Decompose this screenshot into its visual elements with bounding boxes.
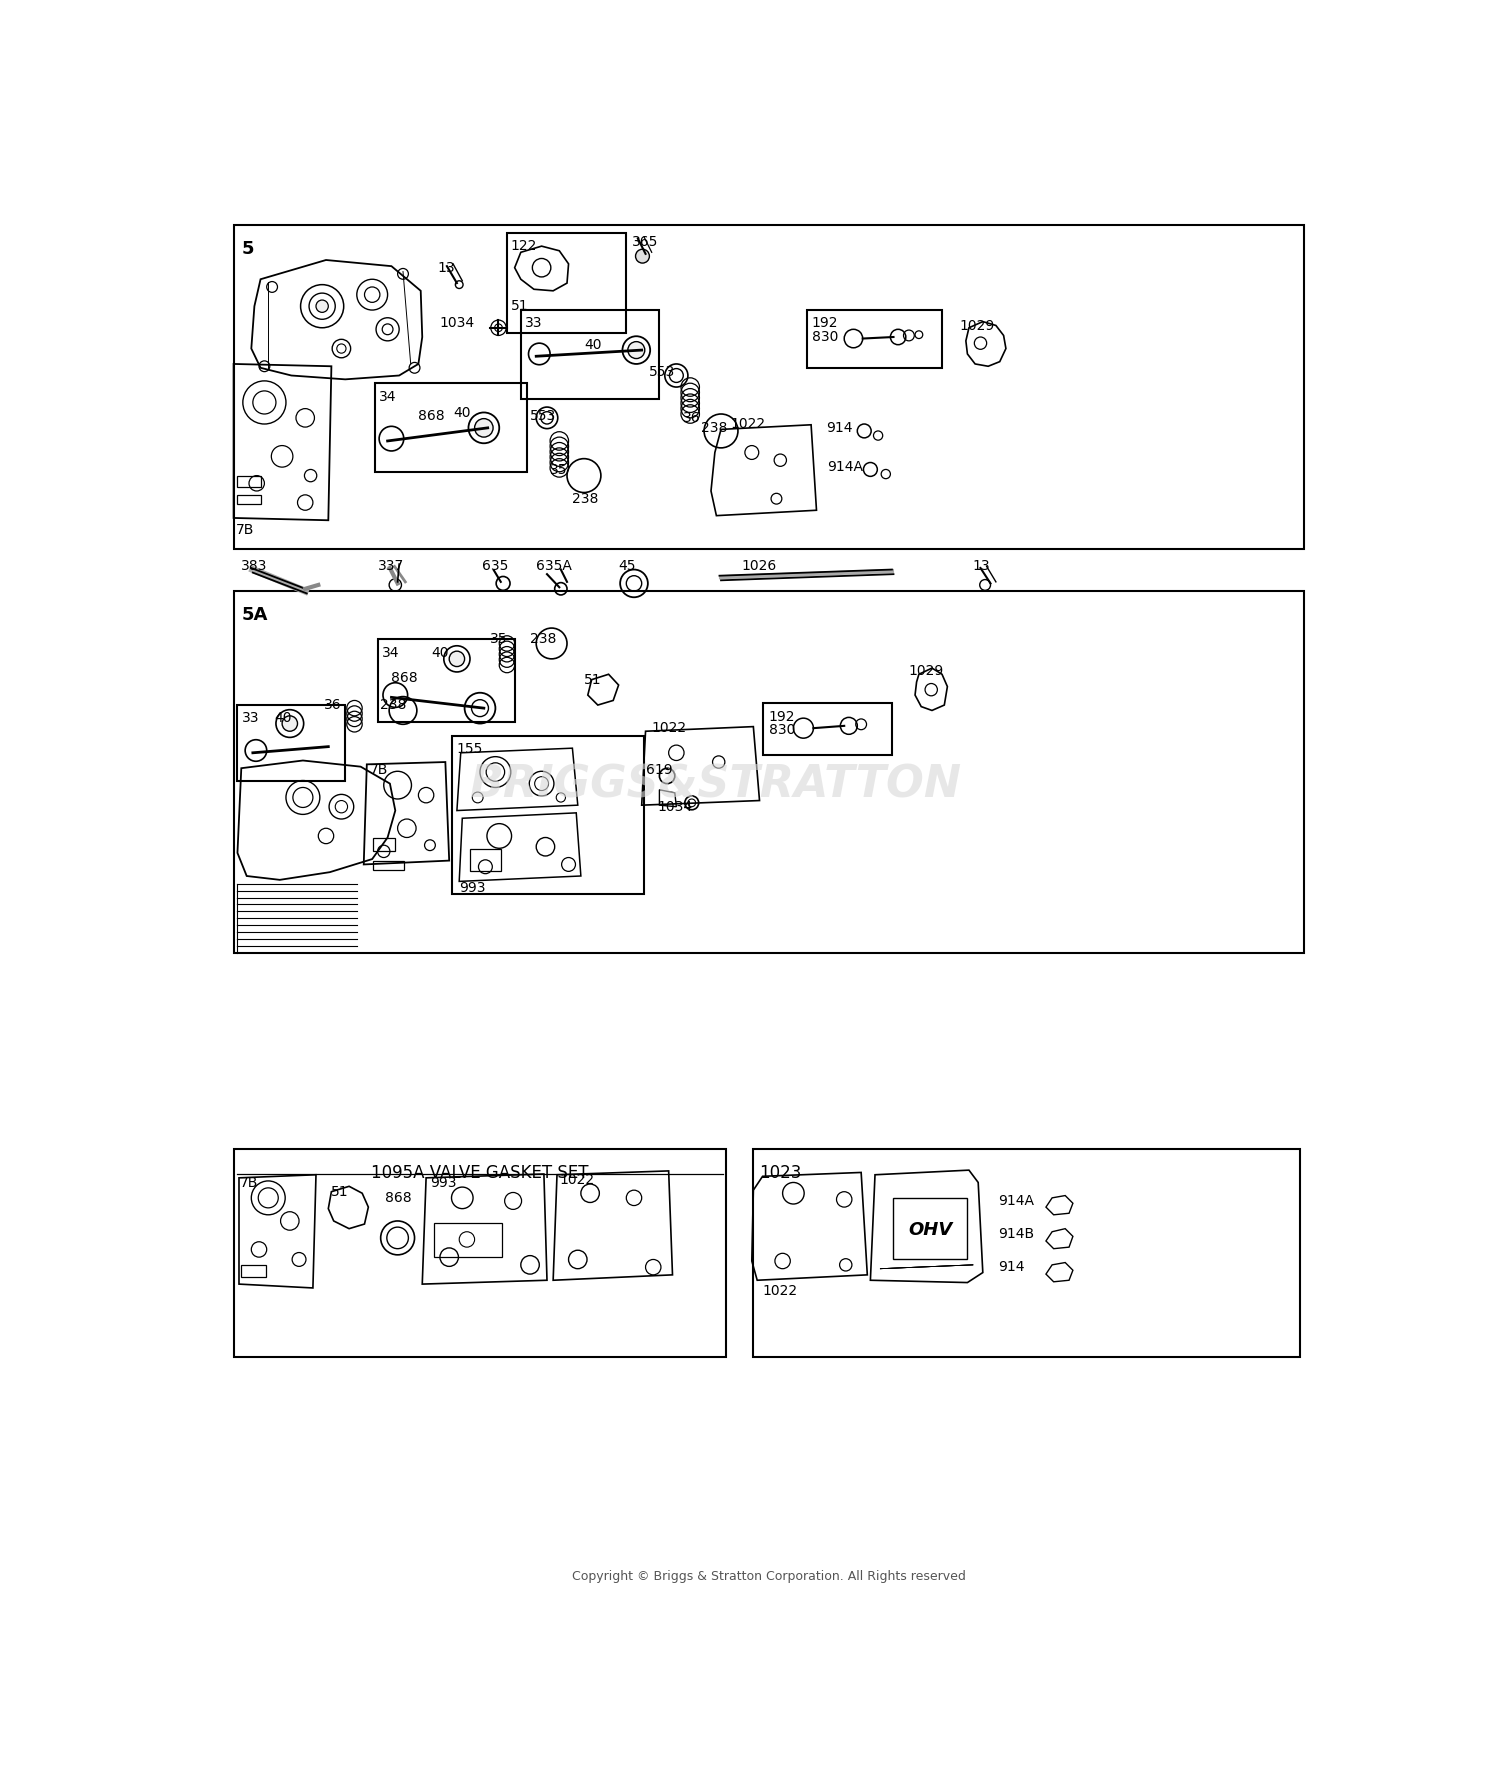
- Bar: [237, 476, 261, 488]
- Text: 914: 914: [825, 420, 852, 435]
- Text: 830: 830: [812, 331, 838, 343]
- Bar: [237, 496, 261, 504]
- Text: 36: 36: [324, 698, 342, 712]
- Text: 5A: 5A: [242, 606, 267, 624]
- Text: 5: 5: [242, 240, 254, 258]
- Text: 192: 192: [768, 710, 795, 723]
- Bar: [762, 703, 892, 755]
- Text: 635A: 635A: [536, 558, 572, 572]
- Bar: [753, 1150, 1300, 1358]
- Text: 619: 619: [645, 762, 672, 776]
- Text: 40: 40: [274, 710, 292, 725]
- Bar: [375, 385, 526, 472]
- Bar: [237, 705, 345, 782]
- Bar: [433, 1224, 501, 1258]
- Text: 914: 914: [998, 1259, 1024, 1274]
- Text: 35: 35: [550, 463, 567, 476]
- Bar: [374, 861, 404, 871]
- Bar: [520, 311, 660, 399]
- Text: 40: 40: [453, 406, 471, 420]
- Text: 238: 238: [380, 698, 406, 712]
- Text: 40: 40: [584, 338, 602, 352]
- Bar: [234, 1150, 726, 1358]
- Text: Copyright © Briggs & Stratton Corporation. All Rights reserved: Copyright © Briggs & Stratton Corporatio…: [572, 1569, 966, 1581]
- Bar: [470, 850, 501, 871]
- Text: 7B: 7B: [370, 762, 388, 776]
- Text: 36: 36: [682, 411, 700, 426]
- Text: 34: 34: [380, 390, 396, 403]
- Bar: [374, 837, 394, 852]
- Text: 868: 868: [392, 671, 418, 683]
- Text: 238: 238: [572, 492, 598, 506]
- Bar: [378, 639, 514, 723]
- Text: 868: 868: [386, 1190, 412, 1204]
- Text: 45: 45: [618, 558, 636, 572]
- Text: 1022: 1022: [730, 417, 765, 431]
- Text: 33: 33: [525, 317, 543, 331]
- Text: 34: 34: [382, 646, 399, 660]
- Text: 33: 33: [242, 710, 260, 725]
- Text: BRIGGS&STRATTON: BRIGGS&STRATTON: [470, 762, 962, 805]
- Text: 7B: 7B: [236, 522, 255, 537]
- Text: 13: 13: [438, 261, 456, 276]
- Text: 993: 993: [430, 1175, 456, 1190]
- Circle shape: [474, 419, 494, 438]
- Text: 51: 51: [584, 673, 602, 687]
- Circle shape: [628, 342, 645, 360]
- Text: 337: 337: [378, 558, 404, 572]
- Text: 635: 635: [483, 558, 508, 572]
- Bar: [452, 737, 644, 894]
- Circle shape: [448, 651, 465, 667]
- Text: 40: 40: [432, 646, 448, 660]
- Text: 13: 13: [974, 558, 990, 572]
- Circle shape: [282, 716, 297, 732]
- Text: 7B: 7B: [240, 1175, 258, 1190]
- Text: 1022: 1022: [762, 1283, 798, 1297]
- Text: 914A: 914A: [828, 460, 864, 474]
- Text: 1029: 1029: [960, 318, 994, 333]
- Text: 238: 238: [530, 632, 556, 646]
- Bar: [242, 1265, 266, 1277]
- Text: 51: 51: [332, 1184, 350, 1199]
- Text: 155: 155: [456, 742, 483, 755]
- Text: 192: 192: [812, 317, 838, 331]
- Text: 553: 553: [530, 408, 556, 422]
- Bar: [894, 1199, 966, 1259]
- Text: 383: 383: [242, 558, 267, 572]
- Text: 553: 553: [648, 365, 675, 379]
- Text: 1023: 1023: [759, 1163, 802, 1181]
- Text: 1029: 1029: [909, 664, 944, 678]
- Bar: [234, 225, 1304, 549]
- Text: OHV: OHV: [909, 1220, 952, 1238]
- Text: 868: 868: [419, 408, 446, 422]
- Text: 1095A VALVE GASKET SET: 1095A VALVE GASKET SET: [372, 1163, 590, 1181]
- Text: 1022: 1022: [651, 721, 687, 735]
- Text: 914A: 914A: [998, 1193, 1033, 1208]
- Circle shape: [316, 301, 328, 313]
- Text: 1034: 1034: [440, 317, 474, 331]
- Text: 365: 365: [632, 234, 658, 249]
- Text: 122: 122: [512, 240, 537, 254]
- Text: 238: 238: [700, 420, 727, 435]
- Text: 830: 830: [768, 723, 795, 737]
- Circle shape: [636, 250, 650, 265]
- Text: 1026: 1026: [742, 558, 777, 572]
- Bar: [507, 234, 627, 335]
- Text: 35: 35: [490, 632, 507, 646]
- Text: 1022: 1022: [560, 1174, 594, 1186]
- Bar: [234, 592, 1304, 954]
- Text: 1034: 1034: [657, 800, 692, 814]
- Bar: [807, 311, 942, 369]
- Text: 993: 993: [459, 880, 486, 894]
- Text: 914B: 914B: [998, 1227, 1035, 1240]
- Text: 51: 51: [512, 299, 528, 313]
